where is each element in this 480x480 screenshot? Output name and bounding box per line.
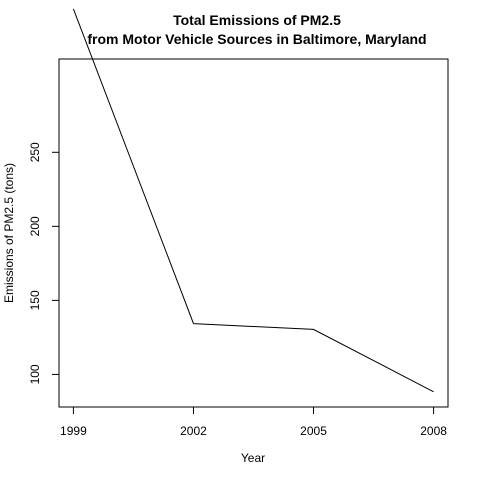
y-tick-label: 150 [28, 290, 42, 310]
y-axis: 100 150 200 250 [28, 142, 60, 384]
y-tick-label: 250 [28, 142, 42, 162]
y-axis-label: Emissions of PM2.5 (tons) [2, 163, 16, 303]
y-tick-label: 200 [28, 216, 42, 236]
plot-frame [58, 58, 449, 408]
x-tick-label: 2005 [300, 424, 327, 438]
x-axis: 1999 2002 2005 2008 [60, 406, 447, 438]
x-axis-label: Year [241, 451, 265, 465]
x-tick-label: 2008 [420, 424, 447, 438]
series-line [72, 8, 434, 393]
chart-title: Total Emissions of PM2.5 [173, 12, 341, 28]
x-tick-label: 2002 [180, 424, 207, 438]
x-tick-label: 1999 [60, 424, 87, 438]
chart-subtitle: from Motor Vehicle Sources in Baltimore,… [87, 31, 426, 47]
y-tick-label: 100 [28, 364, 42, 384]
